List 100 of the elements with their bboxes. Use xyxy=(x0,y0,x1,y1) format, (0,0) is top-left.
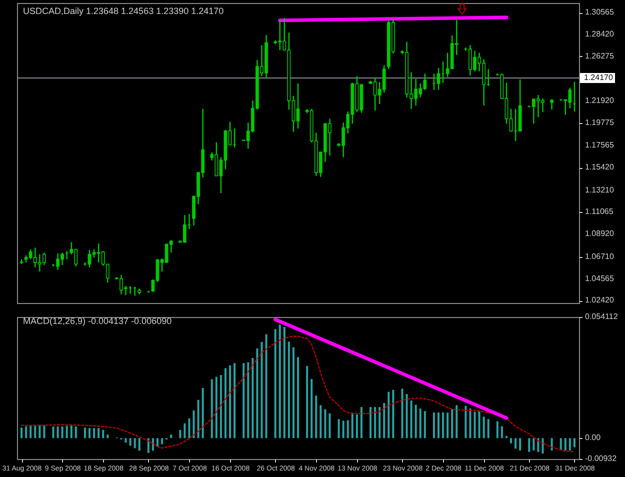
bar xyxy=(274,329,276,438)
bar xyxy=(442,412,444,438)
y-tick-label: 1.19775 xyxy=(585,118,614,128)
bar xyxy=(152,438,154,451)
bar xyxy=(542,438,544,454)
bar xyxy=(43,426,46,438)
bar xyxy=(25,426,28,438)
bar xyxy=(519,438,522,450)
y-tick-label: 1.28420 xyxy=(585,30,614,39)
bar xyxy=(278,324,281,438)
y-tick-label: 1.11065 xyxy=(585,207,614,216)
bar xyxy=(147,438,150,453)
y-tick-label: 1.06710 xyxy=(585,252,614,261)
bar xyxy=(20,428,23,438)
bar xyxy=(374,407,376,438)
bar xyxy=(446,412,449,438)
bar xyxy=(478,411,480,438)
y-tick-label: 1.26275 xyxy=(585,52,614,60)
bar xyxy=(496,421,498,438)
y-tick-label: -0.00932 xyxy=(585,454,618,463)
y-tick-label: 1.02420 xyxy=(585,296,614,305)
y-tick-label: 0.00 xyxy=(585,433,602,442)
bar xyxy=(192,410,195,438)
bar xyxy=(419,408,422,438)
bar xyxy=(202,388,204,438)
bar xyxy=(370,407,372,438)
bar xyxy=(247,362,250,438)
bar xyxy=(70,426,72,438)
bar xyxy=(234,363,236,438)
bar xyxy=(30,426,32,438)
y-tick-label: 1.30565 xyxy=(585,8,614,17)
bar xyxy=(179,430,182,438)
bar xyxy=(215,376,218,438)
candlestick xyxy=(550,98,554,110)
bar xyxy=(93,428,96,438)
y-tick-label: 1.17565 xyxy=(585,140,614,150)
bar xyxy=(320,405,322,438)
bar xyxy=(74,426,77,438)
bar xyxy=(102,430,104,438)
bar xyxy=(537,438,540,452)
bar xyxy=(528,438,530,452)
bar xyxy=(360,407,362,438)
bar xyxy=(451,409,454,438)
bar xyxy=(297,357,299,438)
bar xyxy=(351,414,354,438)
bar xyxy=(210,379,213,438)
y-tick-label: 1.15420 xyxy=(585,162,614,172)
bar xyxy=(188,418,190,438)
bar xyxy=(573,438,576,448)
bar xyxy=(474,412,476,438)
bar xyxy=(220,375,222,438)
bar xyxy=(482,416,485,438)
candlestick xyxy=(436,67,440,91)
bar xyxy=(129,438,132,446)
bar xyxy=(469,408,472,438)
bar xyxy=(356,414,358,438)
bar xyxy=(56,426,59,438)
bar xyxy=(52,426,54,438)
candlestick xyxy=(296,82,300,130)
bar xyxy=(378,407,381,438)
bar xyxy=(383,402,386,438)
bar xyxy=(106,434,109,438)
y-tick-label: 1.21920 xyxy=(585,96,614,106)
bar xyxy=(88,428,91,438)
bar xyxy=(252,358,254,438)
bar xyxy=(84,428,86,438)
bar xyxy=(464,406,467,438)
y-tick-label: 1.04565 xyxy=(585,274,614,283)
bar xyxy=(388,392,390,438)
ref-line-label: 1.24170 xyxy=(584,73,614,82)
bar xyxy=(401,388,404,438)
bar xyxy=(170,434,172,438)
candlestick xyxy=(382,64,386,94)
bar xyxy=(66,426,68,438)
candlestick xyxy=(182,214,186,244)
bar xyxy=(510,438,512,444)
bar xyxy=(242,363,245,438)
bar xyxy=(342,420,344,438)
bar xyxy=(514,438,517,449)
bar xyxy=(392,390,394,438)
bar xyxy=(328,413,331,438)
bar xyxy=(550,438,553,450)
bar xyxy=(229,365,232,438)
bar xyxy=(438,412,440,438)
bar xyxy=(161,438,164,444)
y-tick-label: 1.08920 xyxy=(585,229,614,238)
bar xyxy=(288,342,290,438)
bar xyxy=(310,379,313,438)
chart-title: USDCAD,Daily 1.23648 1.24563 1.23390 1.24170 xyxy=(23,6,224,16)
bar xyxy=(560,438,562,450)
bar xyxy=(315,396,318,438)
bar xyxy=(487,419,490,438)
bar xyxy=(260,342,263,438)
bar xyxy=(34,426,36,438)
bar xyxy=(38,424,41,438)
bar xyxy=(265,334,268,438)
bar xyxy=(500,426,503,438)
bar xyxy=(406,394,408,438)
bar xyxy=(564,438,566,450)
bar xyxy=(410,400,412,438)
